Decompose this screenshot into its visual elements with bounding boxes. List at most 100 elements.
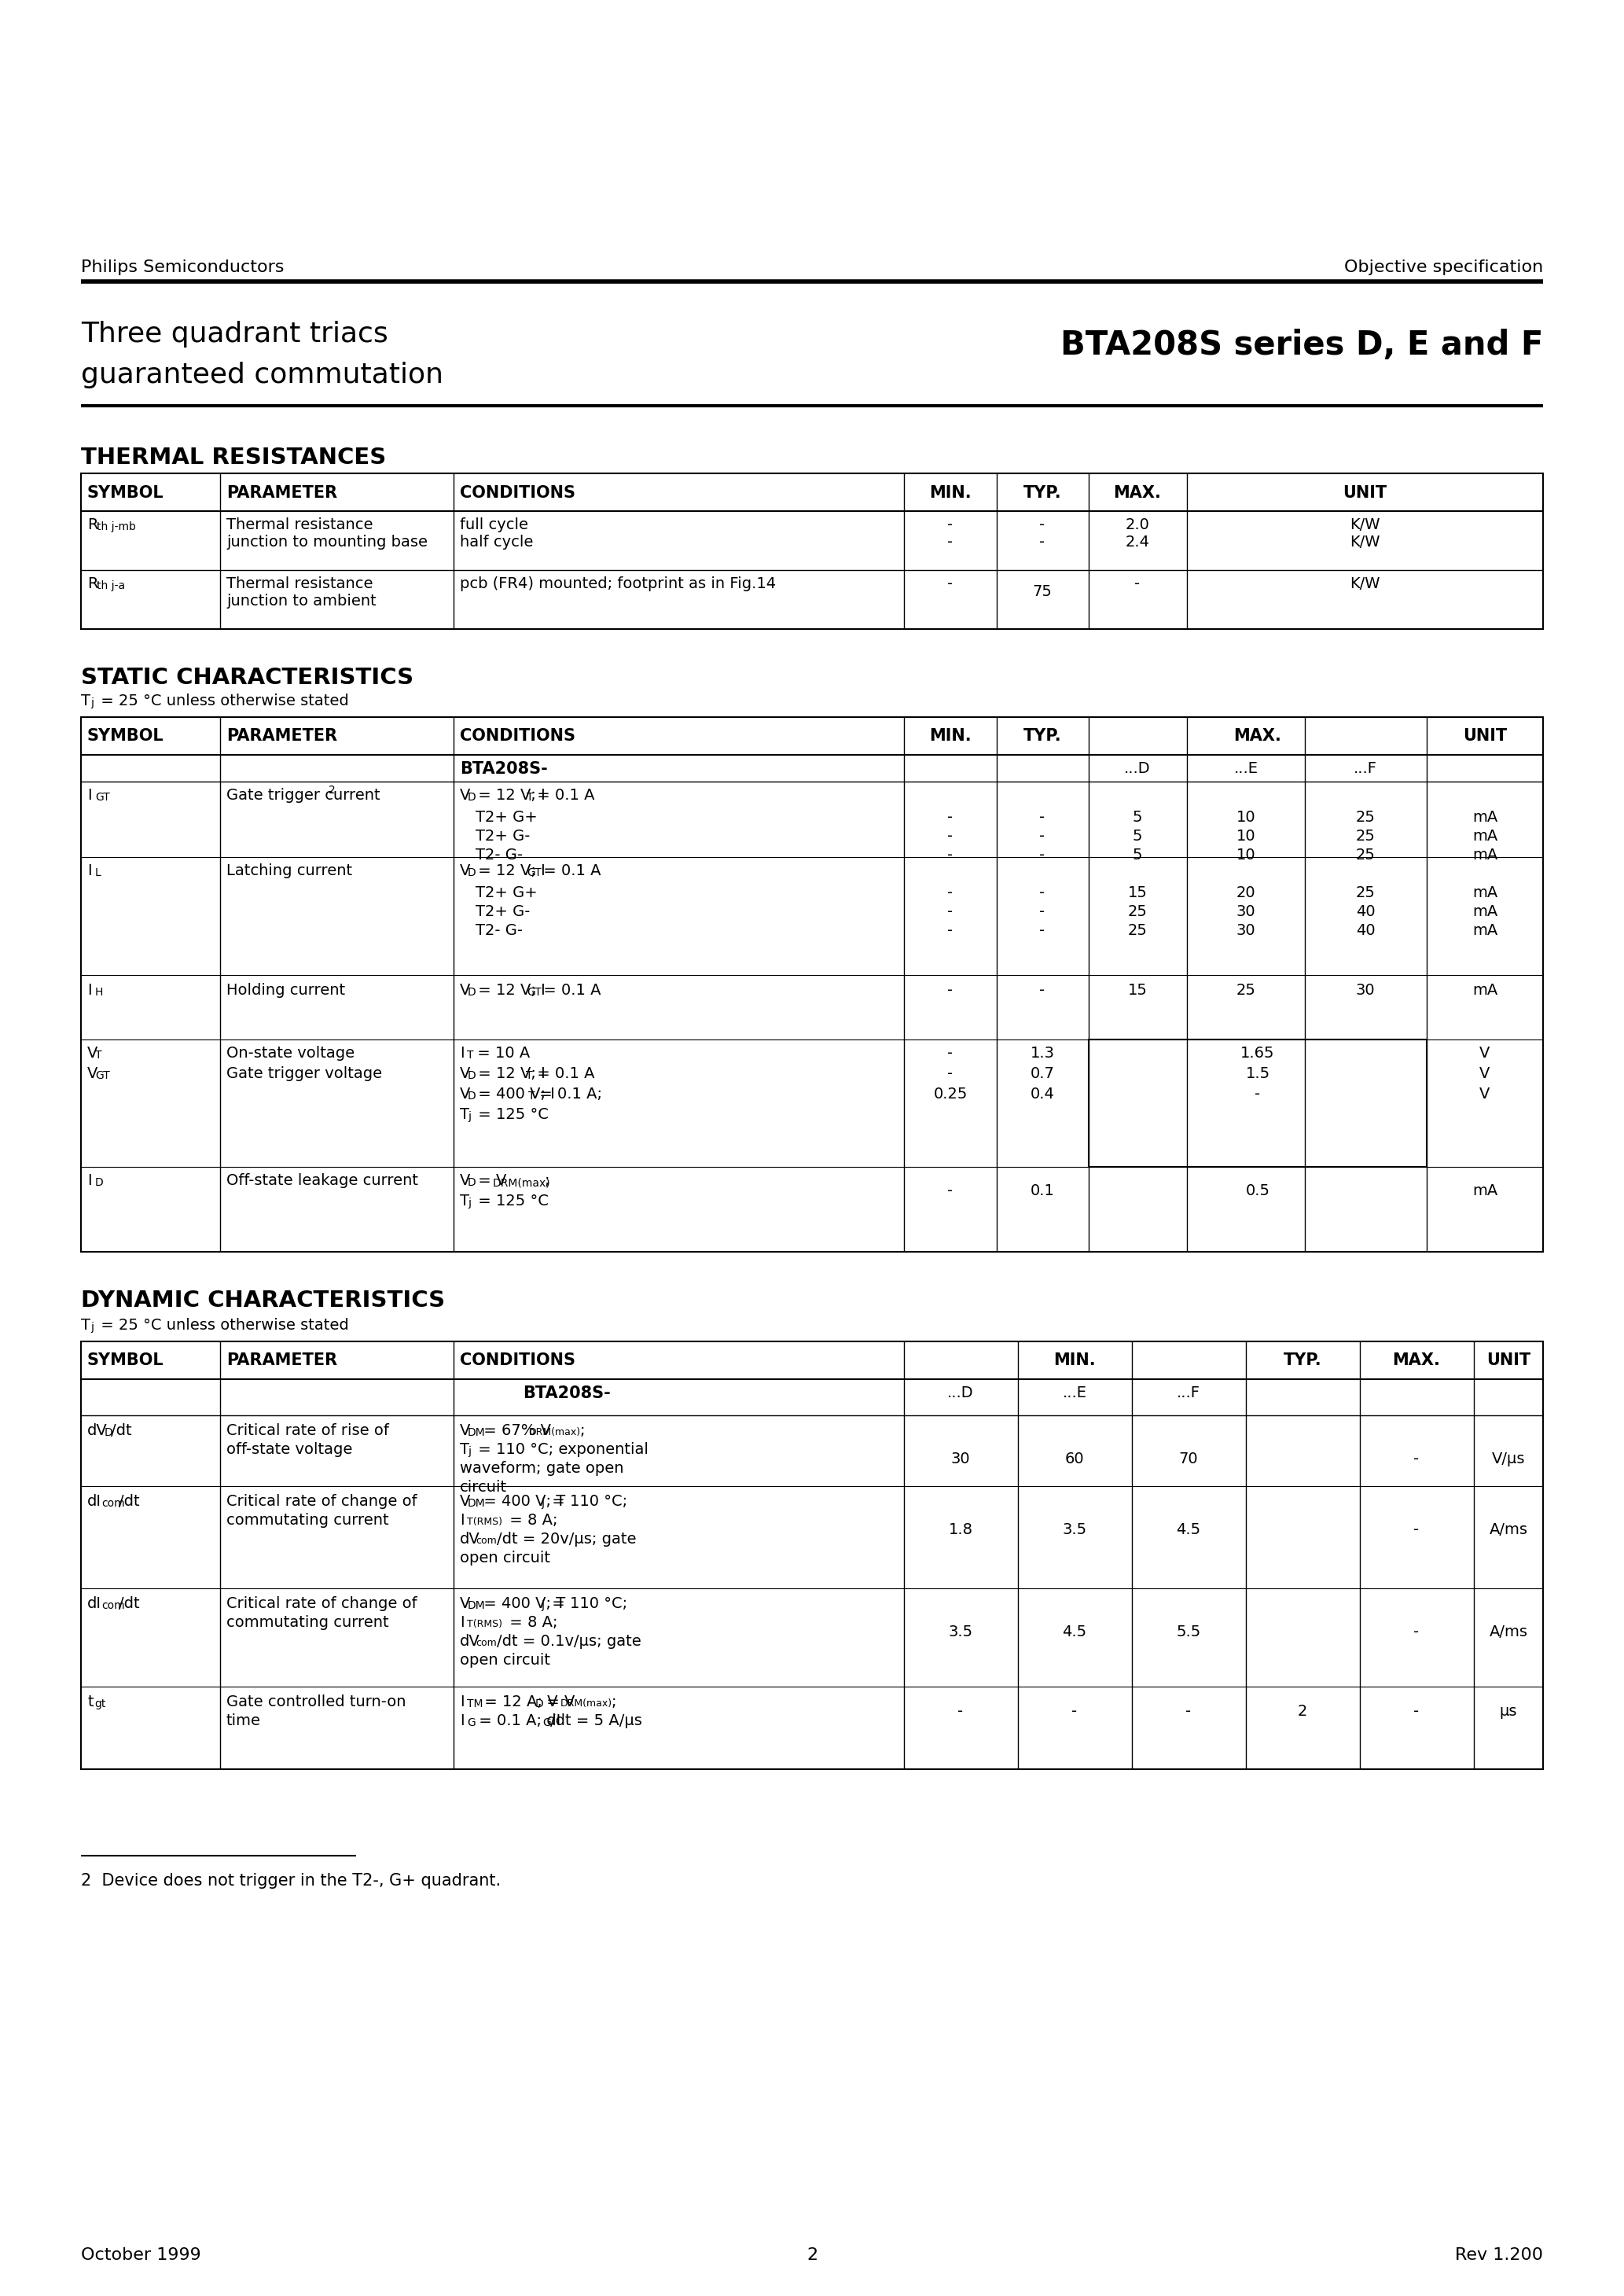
Text: /dt: /dt bbox=[119, 1495, 140, 1508]
Text: T: T bbox=[460, 1107, 469, 1123]
Text: mA: mA bbox=[1473, 923, 1497, 939]
Text: = 25 °C unless otherwise stated: = 25 °C unless otherwise stated bbox=[96, 693, 349, 709]
Text: /dt = 0.1v/μs; gate: /dt = 0.1v/μs; gate bbox=[497, 1635, 641, 1649]
Text: 25: 25 bbox=[1127, 905, 1147, 918]
Text: 20: 20 bbox=[1236, 886, 1255, 900]
Text: = 67% V: = 67% V bbox=[479, 1424, 551, 1437]
Text: V: V bbox=[460, 1086, 471, 1102]
Text: = 0.1 A: = 0.1 A bbox=[533, 1065, 594, 1081]
Text: j: j bbox=[541, 1497, 544, 1508]
Text: D: D bbox=[468, 1178, 476, 1187]
Text: = 10 A: = 10 A bbox=[473, 1045, 529, 1061]
Text: D: D bbox=[96, 1178, 104, 1187]
Text: 5: 5 bbox=[1132, 829, 1142, 843]
Text: open circuit: open circuit bbox=[460, 1653, 551, 1667]
Text: 25: 25 bbox=[1127, 923, 1147, 939]
Text: DRM(max): DRM(max) bbox=[560, 1699, 612, 1708]
Text: mA: mA bbox=[1473, 847, 1497, 863]
Text: G: G bbox=[468, 1717, 476, 1729]
Text: R: R bbox=[88, 576, 97, 592]
Bar bbox=[81, 473, 1543, 629]
Text: 2  Device does not trigger in the T2-, G+ quadrant.: 2 Device does not trigger in the T2-, G+… bbox=[81, 1874, 500, 1890]
Text: = 12 V; I: = 12 V; I bbox=[473, 863, 546, 879]
Text: mA: mA bbox=[1473, 905, 1497, 918]
Text: 30: 30 bbox=[952, 1451, 970, 1467]
Text: CONDITIONS: CONDITIONS bbox=[460, 1352, 575, 1368]
Text: D: D bbox=[536, 1699, 544, 1711]
Text: Gate trigger voltage: Gate trigger voltage bbox=[226, 1065, 382, 1081]
Bar bbox=[1088, 1040, 1427, 1166]
Text: V/μs: V/μs bbox=[1492, 1451, 1525, 1467]
Text: 0.25: 0.25 bbox=[934, 1086, 968, 1102]
Text: dV: dV bbox=[460, 1531, 481, 1548]
Text: D: D bbox=[104, 1428, 114, 1437]
Text: A/ms: A/ms bbox=[1489, 1626, 1528, 1639]
Text: = 0.1 A: = 0.1 A bbox=[539, 983, 601, 999]
Text: 40: 40 bbox=[1356, 905, 1376, 918]
Text: V: V bbox=[460, 1495, 471, 1508]
Text: MIN.: MIN. bbox=[929, 484, 971, 501]
Text: ;: ; bbox=[544, 1173, 551, 1187]
Text: 2: 2 bbox=[1298, 1704, 1307, 1720]
Bar bbox=[81, 1341, 1543, 1770]
Text: com: com bbox=[476, 1536, 497, 1545]
Text: 25: 25 bbox=[1236, 983, 1255, 999]
Text: A/ms: A/ms bbox=[1489, 1522, 1528, 1538]
Text: V: V bbox=[1479, 1065, 1491, 1081]
Text: 4.5: 4.5 bbox=[1062, 1626, 1086, 1639]
Text: On-state voltage: On-state voltage bbox=[226, 1045, 354, 1061]
Text: 25: 25 bbox=[1356, 829, 1376, 843]
Text: I: I bbox=[460, 1713, 464, 1729]
Text: -: - bbox=[947, 810, 953, 824]
Text: I: I bbox=[88, 983, 91, 999]
Text: j: j bbox=[91, 1322, 94, 1332]
Text: BTA208S-: BTA208S- bbox=[523, 1384, 611, 1401]
Text: MIN.: MIN. bbox=[929, 728, 971, 744]
Text: T2+ G-: T2+ G- bbox=[476, 829, 529, 843]
Text: mA: mA bbox=[1473, 810, 1497, 824]
Text: T2- G-: T2- G- bbox=[476, 847, 523, 863]
Text: = 110 °C;: = 110 °C; bbox=[547, 1495, 627, 1508]
Text: mA: mA bbox=[1473, 886, 1497, 900]
Text: -: - bbox=[1039, 905, 1046, 918]
Text: 0.7: 0.7 bbox=[1030, 1065, 1054, 1081]
Text: /dt: /dt bbox=[119, 1596, 140, 1612]
Text: = 8 A;: = 8 A; bbox=[505, 1513, 557, 1527]
Text: D: D bbox=[468, 868, 476, 879]
Bar bbox=[81, 716, 1543, 1251]
Text: 0.1: 0.1 bbox=[1030, 1182, 1054, 1199]
Text: K/W: K/W bbox=[1350, 576, 1380, 592]
Text: T2- G-: T2- G- bbox=[476, 923, 523, 939]
Text: V: V bbox=[460, 788, 471, 804]
Text: Latching current: Latching current bbox=[226, 863, 352, 879]
Text: 3.5: 3.5 bbox=[1062, 1522, 1086, 1538]
Text: guaranteed commutation: guaranteed commutation bbox=[81, 363, 443, 388]
Text: -: - bbox=[1039, 886, 1046, 900]
Text: /dt: /dt bbox=[110, 1424, 132, 1437]
Text: th j-mb: th j-mb bbox=[97, 521, 136, 533]
Text: I: I bbox=[88, 788, 91, 804]
Text: = 8 A;: = 8 A; bbox=[505, 1614, 557, 1630]
Text: UNIT: UNIT bbox=[1343, 484, 1387, 501]
Text: 5: 5 bbox=[1132, 810, 1142, 824]
Text: K/W: K/W bbox=[1350, 517, 1380, 533]
Text: = V: = V bbox=[541, 1694, 575, 1711]
Text: 1.65: 1.65 bbox=[1241, 1045, 1275, 1061]
Text: -: - bbox=[1039, 517, 1046, 533]
Text: V: V bbox=[88, 1045, 97, 1061]
Text: PARAMETER: PARAMETER bbox=[226, 1352, 338, 1368]
Text: T2+ G-: T2+ G- bbox=[476, 905, 529, 918]
Text: 1.8: 1.8 bbox=[948, 1522, 973, 1538]
Text: com: com bbox=[101, 1497, 125, 1508]
Text: DRM(max): DRM(max) bbox=[492, 1178, 551, 1187]
Text: Critical rate of change of: Critical rate of change of bbox=[226, 1596, 417, 1612]
Text: mA: mA bbox=[1473, 983, 1497, 999]
Text: -: - bbox=[1039, 847, 1046, 863]
Text: = 0.1 A: = 0.1 A bbox=[539, 863, 601, 879]
Text: -: - bbox=[947, 535, 953, 549]
Text: /dt = 20v/μs; gate: /dt = 20v/μs; gate bbox=[497, 1531, 637, 1548]
Text: MAX.: MAX. bbox=[1234, 728, 1281, 744]
Text: 10: 10 bbox=[1236, 847, 1255, 863]
Text: = 12 V; I: = 12 V; I bbox=[473, 983, 546, 999]
Text: Critical rate of change of: Critical rate of change of bbox=[226, 1495, 417, 1508]
